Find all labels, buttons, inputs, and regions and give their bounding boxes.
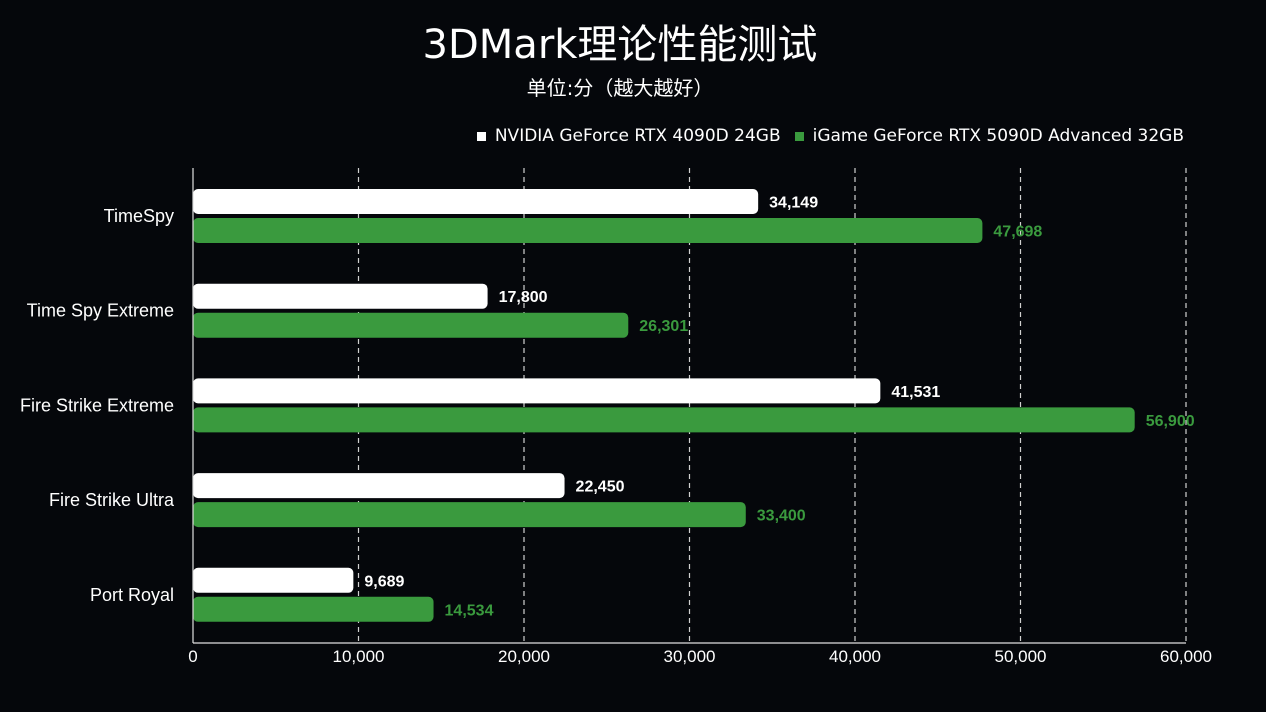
x-tick-label-6: 60,000 xyxy=(1160,647,1212,666)
legend-swatch-series-2 xyxy=(794,131,804,141)
bar-series-1-2 xyxy=(193,378,881,404)
bar-series-1-4 xyxy=(193,567,354,593)
value-label-series-2-3: 33,400 xyxy=(757,508,806,525)
gridlines xyxy=(357,168,1187,643)
x-tick-label-3: 30,000 xyxy=(664,647,716,666)
category-label-2: Fire Strike Extreme xyxy=(20,395,174,415)
bar-series-1-1 xyxy=(193,283,488,309)
legend-swatch-series-1 xyxy=(476,131,486,141)
labels: 0 10,000 20,000 30,000 40,000 50,000 60,000 Tim… xyxy=(20,195,1212,667)
category-label-4: Port Royal xyxy=(90,585,174,605)
legend-item-series-2: iGame GeForce RTX 5090D Advanced 32GB xyxy=(794,126,1184,146)
category-label-3: Fire Strike Ultra xyxy=(49,490,175,510)
value-label-series-1-0: 34,149 xyxy=(769,195,818,212)
value-label-series-1-3: 22,450 xyxy=(576,479,625,496)
legend-label-series-1: NVIDIA GeForce RTX 4090D 24GB xyxy=(494,126,781,146)
x-tick-label-2: 20,000 xyxy=(498,647,550,666)
value-label-series-2-2: 56,900 xyxy=(1146,413,1195,430)
category-label-0: TimeSpy xyxy=(104,206,174,226)
legend: NVIDIA GeForce RTX 4090D 24GB iGame GeFo… xyxy=(476,126,1184,146)
bar-series-2-3 xyxy=(193,502,746,528)
x-tick-label-4: 40,000 xyxy=(829,647,881,666)
bar-series-1-3 xyxy=(193,473,565,499)
bar-series-2-4 xyxy=(193,596,434,622)
x-tick-label-0: 0 xyxy=(188,647,197,666)
chart-title: 3DMark理论性能测试 xyxy=(422,22,818,68)
x-tick-label-5: 50,000 xyxy=(995,647,1047,666)
bar-series-2-2 xyxy=(193,407,1135,433)
bar-series-2-1 xyxy=(193,312,629,338)
value-label-series-2-0: 47,698 xyxy=(993,224,1042,241)
bars xyxy=(193,189,1135,622)
value-label-series-1-2: 41,531 xyxy=(891,384,940,401)
bar-series-1-0 xyxy=(193,189,759,214)
value-label-series-1-1: 17,800 xyxy=(499,289,548,306)
value-label-series-1-4: 9,689 xyxy=(364,573,404,590)
x-tick-label-1: 10,000 xyxy=(333,647,385,666)
value-label-series-2-1: 26,301 xyxy=(639,318,688,335)
chart-subtitle: 单位:分（越大越好） xyxy=(526,76,714,100)
axes xyxy=(192,168,1186,644)
legend-item-series-1: NVIDIA GeForce RTX 4090D 24GB xyxy=(476,126,781,146)
category-label-1: Time Spy Extreme xyxy=(27,301,174,321)
legend-label-series-2: iGame GeForce RTX 5090D Advanced 32GB xyxy=(812,126,1184,146)
bar-series-2-0 xyxy=(193,218,983,243)
value-label-series-2-4: 14,534 xyxy=(445,602,494,619)
